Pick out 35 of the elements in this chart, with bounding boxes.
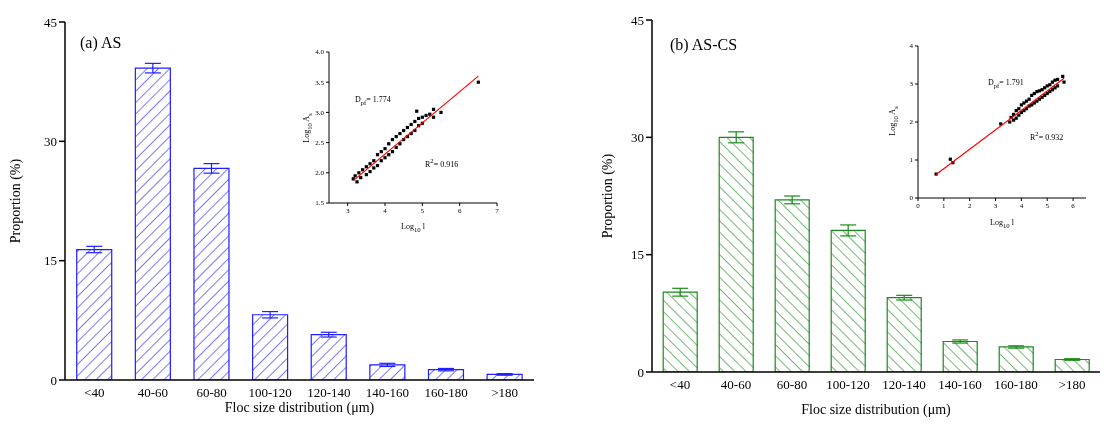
- x-tick-label: 100-120: [826, 377, 870, 393]
- text: (a) AS: [80, 34, 122, 52]
- x-tick-label: 160-180: [424, 385, 468, 401]
- annotation: D$_{pf}$= 1.791: [988, 78, 1024, 89]
- y-tick-label: 0: [637, 364, 644, 380]
- x-axis-title: Log$_{10}$ l: [990, 218, 1014, 229]
- x-tick-label: 140-160: [365, 385, 410, 401]
- annotation: R$^{2}$= 0.932: [1030, 130, 1064, 142]
- x-tick-label: <40: [669, 377, 691, 393]
- y-tick-label: 15: [631, 247, 644, 263]
- y-tick-label: 15: [44, 253, 57, 269]
- y-axis-title: Proportion (%): [600, 153, 615, 239]
- x-tick-label: <40: [84, 385, 105, 401]
- text: (b) AS-CS: [670, 36, 738, 54]
- x-tick-label: 140-160: [938, 377, 982, 393]
- x-tick-label: >180: [491, 385, 519, 401]
- x-tick-label: 60-80: [776, 377, 808, 393]
- x-tick-label: 40-60: [137, 385, 169, 401]
- y-tick-label: 45: [631, 12, 644, 28]
- x-tick-label: >180: [1058, 377, 1086, 393]
- x-tick-label: 40-60: [720, 377, 752, 393]
- y-tick-label: 30: [631, 129, 644, 145]
- y-axis-title: Proportion (%): [8, 158, 23, 244]
- x-axis-title: Log$_{10}$ l: [401, 222, 425, 233]
- x-tick-label: 100-120: [248, 385, 292, 401]
- x-tick-label: 160-180: [994, 377, 1038, 393]
- x-tick-label: 60-80: [196, 385, 227, 401]
- y-tick-label: 30: [44, 133, 57, 149]
- y-tick-label: 45: [44, 14, 57, 30]
- annotation: D$_{pf}$= 1.774: [355, 95, 391, 106]
- x-axis-title: Floc size distribution (μm): [801, 402, 951, 417]
- annotation: R$^{2}$= 0.916: [425, 157, 459, 169]
- x-tick-label: 120-140: [307, 385, 351, 401]
- x-tick-label: 120-140: [882, 377, 926, 393]
- x-axis-title: Floc size distribution (μm): [224, 400, 375, 415]
